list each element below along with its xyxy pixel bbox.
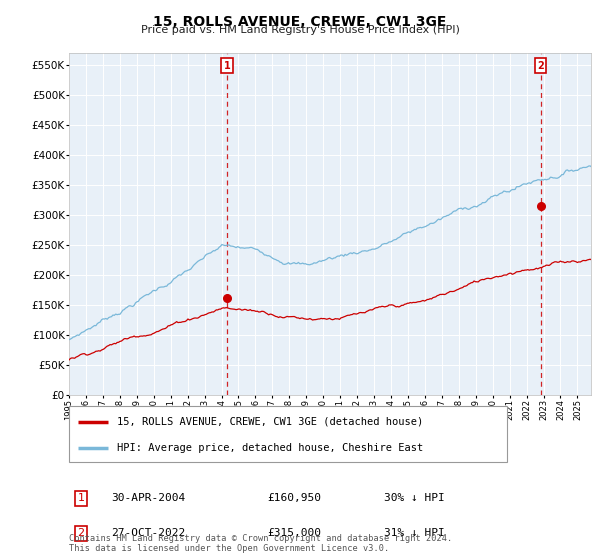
Text: 30% ↓ HPI: 30% ↓ HPI — [384, 493, 445, 503]
Text: £160,950: £160,950 — [267, 493, 321, 503]
Text: 27-OCT-2022: 27-OCT-2022 — [111, 528, 185, 538]
Text: HPI: Average price, detached house, Cheshire East: HPI: Average price, detached house, Ches… — [117, 443, 424, 453]
Text: 15, ROLLS AVENUE, CREWE, CW1 3GE: 15, ROLLS AVENUE, CREWE, CW1 3GE — [154, 15, 446, 29]
FancyBboxPatch shape — [69, 406, 507, 462]
Text: Contains HM Land Registry data © Crown copyright and database right 2024.
This d: Contains HM Land Registry data © Crown c… — [69, 534, 452, 553]
Text: 2: 2 — [77, 528, 85, 538]
Text: 1: 1 — [77, 493, 85, 503]
Text: 1: 1 — [224, 61, 230, 71]
Text: 15, ROLLS AVENUE, CREWE, CW1 3GE (detached house): 15, ROLLS AVENUE, CREWE, CW1 3GE (detach… — [117, 417, 424, 427]
Text: 31% ↓ HPI: 31% ↓ HPI — [384, 528, 445, 538]
Text: 30-APR-2004: 30-APR-2004 — [111, 493, 185, 503]
Text: £315,000: £315,000 — [267, 528, 321, 538]
Text: Price paid vs. HM Land Registry's House Price Index (HPI): Price paid vs. HM Land Registry's House … — [140, 25, 460, 35]
Text: 2: 2 — [537, 61, 544, 71]
